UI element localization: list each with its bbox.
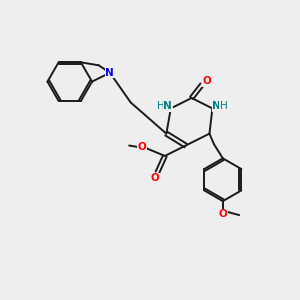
Text: N: N (164, 101, 172, 111)
Text: H: H (220, 101, 228, 111)
Text: N: N (212, 101, 221, 111)
Text: O: O (137, 142, 146, 152)
Text: N: N (106, 68, 114, 78)
Text: H: H (158, 101, 165, 111)
Text: O: O (203, 76, 212, 86)
Text: O: O (151, 173, 159, 183)
Text: O: O (218, 209, 227, 220)
